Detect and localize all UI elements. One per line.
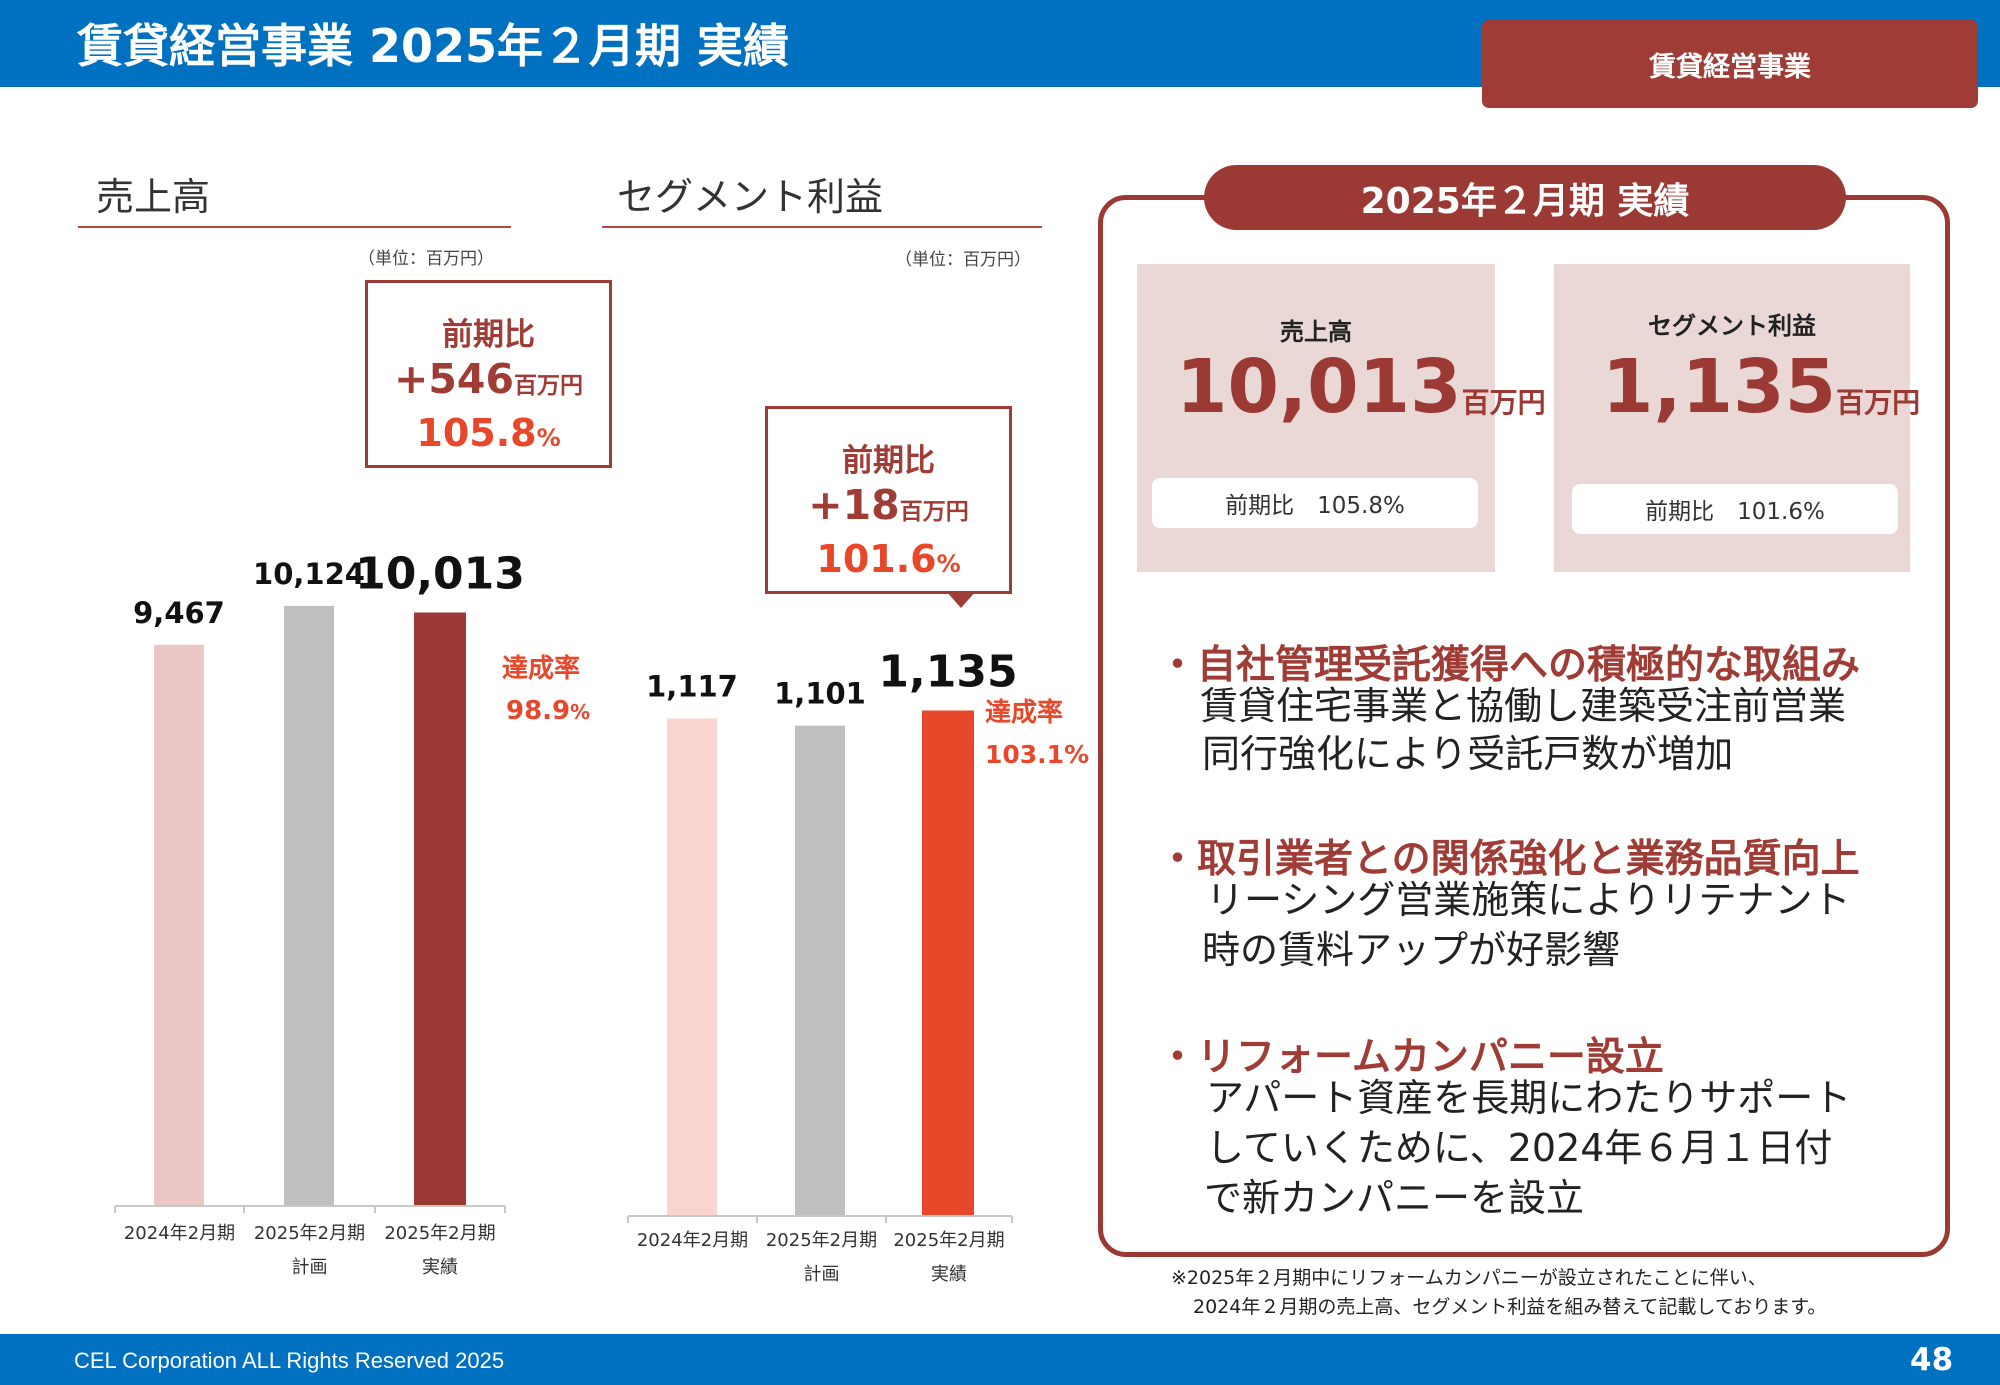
segment-yoy-ratio: 101.6% (816, 537, 961, 581)
bar-2 (284, 605, 334, 1206)
category-label: 実績 (422, 1257, 458, 1278)
bar-value-label: 9,467 (133, 596, 225, 630)
sales-unit-label: （単位：百万円） (358, 249, 494, 269)
page-title: 賃貸経営事業 2025年２月期 実績 (77, 19, 790, 73)
bullet-heading: ・リフォームカンパニー設立 (1158, 1035, 1664, 1080)
category-label: 計画 (804, 1264, 840, 1285)
segment-title-underline (602, 226, 1042, 228)
bar-1 (667, 718, 717, 1216)
category-label: 2025年2月期 (893, 1230, 1004, 1251)
segment-achievement-label: 達成率 (985, 698, 1064, 728)
segment-achievement-value: 103.1% (985, 740, 1090, 769)
footer-bar (0, 1334, 2000, 1385)
bullet-body-line: 時の賃料アップが好影響 (1202, 928, 1621, 972)
bar-1 (154, 644, 204, 1206)
footnote-line: 2024年２月期の売上高、セグメント利益を組み替えて記載しております。 (1193, 1296, 1827, 1318)
bullet-body-line: 同行強化により受託戸数が増加 (1202, 732, 1734, 776)
category-label: 実績 (931, 1264, 967, 1285)
bullet-body-line: していくために、2024年６月１日付 (1206, 1126, 1833, 1170)
category-label: 計画 (292, 1257, 328, 1278)
bar-2 (795, 725, 845, 1216)
category-label: 2025年2月期 (384, 1223, 495, 1244)
segment-kpi-value: 1,135百万円 (1602, 344, 1921, 430)
sales-kpi-value: 10,013百万円 (1176, 344, 1546, 430)
segment-unit-label: （単位：百万円） (895, 250, 1031, 270)
sales-title-underline (78, 226, 511, 228)
footnote-line: ※2025年２月期中にリフォームカンパニーが設立されたことに伴い、 (1171, 1267, 1767, 1289)
segment-kpi-yoy: 前期比 101.6% (1572, 484, 1898, 534)
sales-achievement-label: 達成率 (502, 654, 581, 684)
category-label: 2025年2月期 (766, 1230, 877, 1251)
bar-value-label: 1,135 (878, 646, 1017, 697)
segment-yoy-diff: +18百万円 (808, 481, 969, 529)
sales-yoy-ratio: 105.8% (416, 411, 561, 455)
sales-kpi-label: 売上高 (1280, 318, 1352, 346)
category-label: 2024年2月期 (637, 1230, 748, 1251)
segment-badge: 賃貸経営事業 (1482, 20, 1978, 108)
category-label: 2025年2月期 (254, 1223, 365, 1244)
bullet-heading: ・取引業者との関係強化と業務品質向上 (1158, 837, 1860, 882)
sales-achievement-value: 98.9% (506, 696, 591, 726)
page-number: 48 (1910, 1342, 1954, 1378)
copyright-text: CEL Corporation ALL Rights Reserved 2025 (74, 1348, 505, 1373)
callout-pointer-icon (946, 591, 976, 608)
bar-value-label: 1,101 (774, 677, 866, 711)
results-panel-tab: 2025年２月期 実績 (1204, 165, 1846, 230)
bullet-body-line: で新カンパニーを設立 (1204, 1176, 1585, 1220)
category-label: 2024年2月期 (124, 1223, 235, 1244)
segment-yoy-callout: 前期比 +18百万円 101.6% (765, 406, 1012, 608)
bar-value-label: 1,117 (646, 670, 738, 704)
sales-chart-title: 売上高 (96, 175, 211, 219)
sales-yoy-title: 前期比 (442, 317, 535, 353)
bar-3 (922, 710, 974, 1216)
bullet-body-line: 賃貸住宅事業と協働し建築受注前営業 (1200, 684, 1847, 728)
segment-kpi-label: セグメント利益 (1648, 312, 1816, 340)
bar-value-label: 10,013 (355, 549, 525, 600)
bullet-body-line: リーシング営業施策によりリテナント (1206, 878, 1851, 922)
segment-chart-title: セグメント利益 (617, 175, 884, 219)
bar-value-label: 10,124 (253, 557, 365, 591)
sales-yoy-diff: +546百万円 (394, 355, 583, 403)
bullet-heading: ・自社管理受託獲得への積極的な取組み (1158, 643, 1861, 688)
sales-kpi-yoy: 前期比 105.8% (1152, 478, 1478, 528)
segment-yoy-title: 前期比 (842, 443, 935, 479)
bar-3 (414, 612, 466, 1206)
bullet-body-line: アパート資産を長期にわたりサポート (1206, 1076, 1852, 1120)
